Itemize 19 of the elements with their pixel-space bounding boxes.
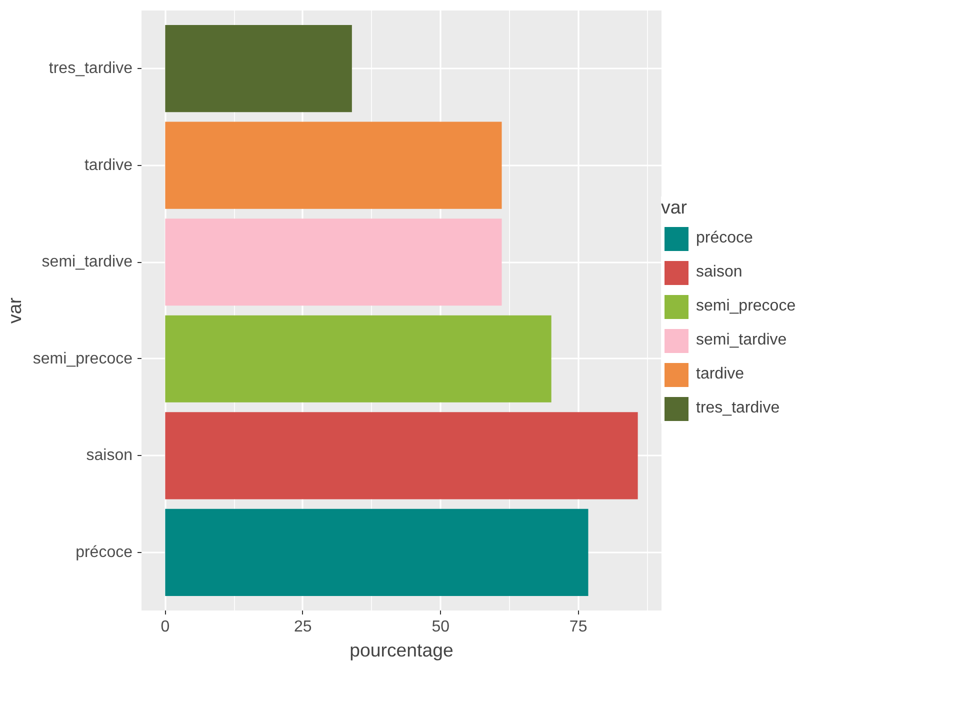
legend-label: tres_tardive <box>696 398 780 418</box>
y-tick-label: saison <box>86 447 132 464</box>
x-axis-title: pourcentage <box>350 640 454 660</box>
legend-title: var <box>661 196 688 218</box>
x-tick-label: 50 <box>432 618 450 636</box>
y-tick-label: semi_precoce <box>32 350 133 368</box>
x-tick-label: 75 <box>569 618 588 636</box>
y-tick-label: précoce <box>76 544 133 561</box>
legend-label: semi_tardive <box>696 330 787 350</box>
legend-label: tardive <box>696 364 744 384</box>
y-tick-label: tres_tardive <box>48 60 133 78</box>
legend-label: précoce <box>696 228 753 248</box>
legend-label: saison <box>696 262 742 282</box>
y-tick-label: semi_tardive <box>42 254 133 271</box>
y-tick-label: tardive <box>84 156 133 174</box>
legend-label: semi_precoce <box>696 296 796 316</box>
x-tick-label: 0 <box>160 618 170 636</box>
y-axis-title: var <box>4 298 25 324</box>
x-tick-label: 25 <box>294 618 312 636</box>
